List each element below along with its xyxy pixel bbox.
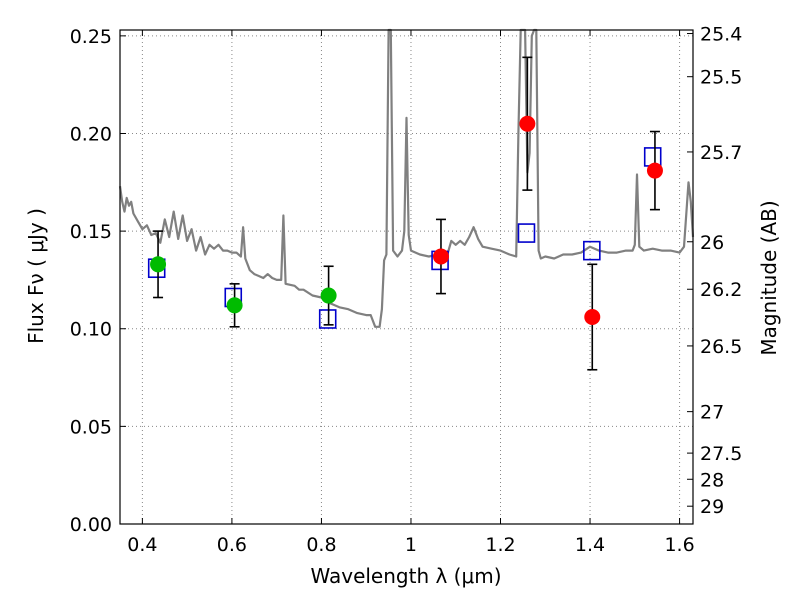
y-tick-label: 0.15 [70,221,112,243]
x-tick-label: 1.6 [664,534,694,556]
y-tick-label: 0.05 [70,416,112,438]
error-bars [153,56,660,371]
y2-tick-label: 27 [700,402,724,424]
y-tick-label: 0.10 [70,319,112,341]
x-tick-label: 0.8 [306,534,336,556]
y-tick-label: 0.20 [70,123,112,145]
grid [120,30,693,524]
model-box-marker [517,223,536,243]
y2-tick-label: 26 [700,232,724,254]
y2-axis-ticks: 25.4 25.5 25.7 26 26.2 26.5 27 27.5 28 29 [687,24,742,518]
x-tick-label: 1 [405,534,417,556]
y2-axis-title: Magnitude (AB) [757,200,781,355]
y2-tick-label: 25.7 [700,142,742,164]
model-box-marker [583,240,601,261]
y-tick-label: 0.25 [70,26,112,48]
x-axis-ticks: 0.4 0.6 0.8 1 1.2 1.4 1.6 [127,30,695,556]
green-data-point [226,297,243,314]
model-box-markers [147,147,662,329]
y2-tick-label: 28 [700,469,724,491]
y-axis-ticks: 0.00 0.05 0.10 0.15 0.20 0.25 [70,26,126,536]
red-data-point [519,115,536,132]
x-tick-label: 0.4 [127,534,157,556]
model-spectrum-line [118,28,695,328]
green-data-point [320,287,337,304]
y2-tick-label: 26.2 [700,279,742,301]
y2-tick-label: 26.5 [700,336,742,358]
red-data-point [646,162,663,179]
y2-tick-label: 27.5 [700,443,742,465]
green-data-point [150,256,167,273]
plot-area [118,28,695,371]
y2-tick-label: 29 [700,496,724,518]
x-tick-label: 1.2 [485,534,515,556]
y-tick-label: 0.00 [70,514,112,536]
x-tick-label: 0.6 [217,534,247,556]
plot-frame [119,29,694,525]
y2-tick-label: 25.4 [700,24,742,46]
model-box-marker [318,309,337,329]
x-tick-label: 1.4 [575,534,605,556]
red-data-point [584,309,601,326]
x-axis-title: Wavelength λ (μm) [310,564,501,588]
y-axis-title: Flux Fν ( μJy ) [24,208,48,344]
red-data-point [432,248,449,265]
observed-points [150,115,663,326]
y2-tick-label: 25.5 [700,67,742,89]
